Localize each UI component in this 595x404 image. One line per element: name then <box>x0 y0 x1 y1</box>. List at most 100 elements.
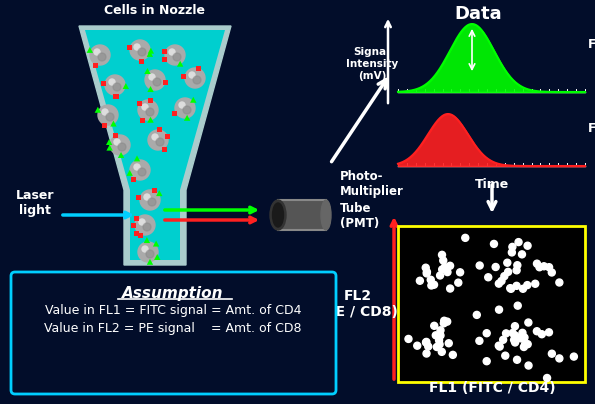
Polygon shape <box>110 120 117 126</box>
Bar <box>162 49 167 54</box>
Circle shape <box>513 267 520 274</box>
Text: = FITC anti-CD4: = FITC anti-CD4 <box>30 288 123 298</box>
Circle shape <box>405 335 412 343</box>
Circle shape <box>169 49 175 55</box>
Polygon shape <box>17 289 27 297</box>
Circle shape <box>185 68 205 88</box>
Circle shape <box>544 375 550 381</box>
Circle shape <box>513 356 521 363</box>
Text: FL1 (FITC / CD4): FL1 (FITC / CD4) <box>428 381 555 395</box>
Circle shape <box>512 339 519 346</box>
Circle shape <box>496 343 503 350</box>
Circle shape <box>431 322 438 329</box>
Bar <box>278 200 326 230</box>
Circle shape <box>483 330 490 337</box>
Circle shape <box>130 40 150 60</box>
Circle shape <box>98 105 118 125</box>
Polygon shape <box>107 145 113 151</box>
Circle shape <box>105 75 125 95</box>
Text: Data: Data <box>454 5 502 23</box>
Polygon shape <box>144 237 150 243</box>
Bar <box>101 81 107 86</box>
Bar <box>17 308 26 317</box>
Circle shape <box>534 260 540 267</box>
Circle shape <box>476 337 483 344</box>
Circle shape <box>130 160 150 180</box>
Text: Value in FL1 = FITC signal = Amt. of CD4: Value in FL1 = FITC signal = Amt. of CD4 <box>45 304 301 317</box>
Circle shape <box>525 362 532 369</box>
Polygon shape <box>144 68 151 74</box>
Polygon shape <box>87 47 93 53</box>
Text: Photo-
Multiplier
Tube
(PMT): Photo- Multiplier Tube (PMT) <box>340 170 404 231</box>
Circle shape <box>440 257 447 264</box>
Circle shape <box>514 302 521 309</box>
Polygon shape <box>190 97 196 103</box>
Circle shape <box>142 246 148 252</box>
Circle shape <box>173 53 181 61</box>
Circle shape <box>536 264 543 271</box>
Circle shape <box>508 249 515 256</box>
Polygon shape <box>79 26 231 265</box>
Circle shape <box>109 79 115 85</box>
Circle shape <box>425 343 432 350</box>
Circle shape <box>503 330 509 337</box>
Circle shape <box>502 352 509 359</box>
Circle shape <box>114 139 120 145</box>
Circle shape <box>424 268 430 276</box>
Bar <box>162 57 167 62</box>
Bar <box>131 177 136 183</box>
Circle shape <box>504 259 511 266</box>
Text: FL2: FL2 <box>588 122 595 135</box>
Bar <box>114 94 119 99</box>
Polygon shape <box>184 115 190 121</box>
Circle shape <box>485 274 491 281</box>
Polygon shape <box>134 156 140 162</box>
Circle shape <box>145 70 165 90</box>
Circle shape <box>455 279 462 286</box>
Bar <box>196 66 201 71</box>
Circle shape <box>156 138 164 146</box>
Circle shape <box>134 44 140 50</box>
Circle shape <box>143 223 151 231</box>
Text: Signal
Intensity
(mV): Signal Intensity (mV) <box>346 47 398 81</box>
Circle shape <box>519 285 527 292</box>
Circle shape <box>500 336 507 343</box>
Circle shape <box>189 72 195 78</box>
Circle shape <box>441 263 448 271</box>
Text: Time: Time <box>475 178 509 191</box>
Circle shape <box>138 168 146 176</box>
Circle shape <box>514 262 521 269</box>
Bar <box>102 124 107 128</box>
Circle shape <box>501 273 508 280</box>
Circle shape <box>153 78 161 86</box>
Circle shape <box>135 215 155 235</box>
Circle shape <box>441 317 447 324</box>
Polygon shape <box>148 117 154 123</box>
Circle shape <box>139 219 145 225</box>
Polygon shape <box>106 139 112 145</box>
Circle shape <box>106 113 114 121</box>
Circle shape <box>142 104 148 110</box>
Bar <box>140 118 145 123</box>
Bar <box>139 234 143 238</box>
Circle shape <box>437 327 444 334</box>
Circle shape <box>440 320 447 327</box>
Bar <box>112 94 118 99</box>
Circle shape <box>433 343 440 351</box>
Text: Laser
light: Laser light <box>15 189 54 217</box>
Circle shape <box>473 311 480 318</box>
Circle shape <box>138 48 146 56</box>
Circle shape <box>113 83 121 91</box>
Circle shape <box>447 285 453 292</box>
Bar <box>163 80 168 85</box>
Polygon shape <box>148 86 154 92</box>
Polygon shape <box>123 83 129 89</box>
Text: Value in FL2 = PE signal    = Amt. of CD8: Value in FL2 = PE signal = Amt. of CD8 <box>44 322 302 335</box>
Circle shape <box>422 264 429 271</box>
Circle shape <box>436 337 443 344</box>
Circle shape <box>146 250 154 258</box>
Bar <box>113 133 118 138</box>
Circle shape <box>538 331 546 338</box>
Circle shape <box>138 100 158 120</box>
Circle shape <box>138 242 158 262</box>
